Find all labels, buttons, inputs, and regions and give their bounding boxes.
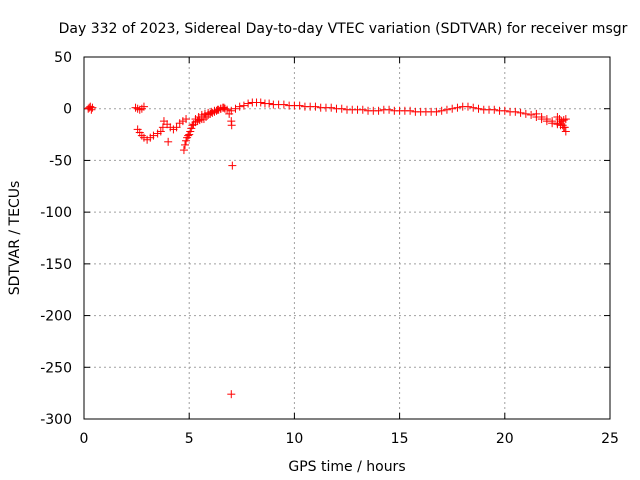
data-points (84, 98, 570, 399)
data-point (432, 107, 441, 116)
data-point (542, 115, 551, 124)
data-point (172, 123, 181, 132)
data-point (295, 101, 304, 110)
plot-frame (83, 56, 611, 420)
data-point (239, 101, 248, 110)
data-point (135, 105, 144, 114)
y-tick-label: 0 (63, 102, 72, 118)
data-point (199, 115, 208, 124)
data-point (311, 102, 320, 111)
data-point (437, 106, 446, 115)
data-point (164, 137, 173, 146)
x-tick-label: 5 (185, 431, 194, 447)
data-point (337, 104, 346, 113)
data-point (180, 140, 189, 149)
data-point (561, 115, 570, 124)
data-point (231, 104, 240, 113)
data-point (406, 106, 415, 115)
x-tick-label: 25 (601, 431, 619, 447)
y-tick-label: -50 (49, 153, 72, 169)
data-point (235, 102, 244, 111)
axis-ticks: 0 5 10 15 20 25 50 0 -50 -100 -150 -200 -250 -300 (40, 50, 619, 447)
data-point (265, 99, 274, 108)
data-point (182, 115, 191, 124)
data-point (374, 106, 383, 115)
data-point (156, 127, 165, 136)
data-point (553, 112, 562, 121)
data-point (227, 121, 236, 130)
data-point (537, 112, 546, 121)
x-axis-label: GPS time / hours (288, 459, 405, 475)
data-point (327, 103, 336, 112)
data-point (158, 123, 167, 132)
data-point (527, 110, 536, 119)
data-point (474, 104, 483, 113)
data-point (184, 131, 193, 140)
data-point (131, 103, 140, 112)
data-point (358, 105, 367, 114)
data-point (511, 107, 520, 116)
data-point (193, 117, 202, 126)
chart-title: Day 332 of 2023, Sidereal Day-to-day VTE… (59, 21, 628, 37)
data-point (521, 109, 530, 118)
data-point (256, 98, 265, 107)
y-tick-label: -200 (40, 309, 72, 325)
data-point (149, 131, 158, 140)
data-point (385, 105, 394, 114)
data-point (561, 127, 570, 136)
data-point (559, 123, 568, 132)
data-point (559, 116, 568, 125)
data-point (500, 106, 509, 115)
data-point (219, 103, 228, 112)
data-point (227, 106, 236, 115)
y-tick-label: -300 (40, 412, 72, 428)
data-point (442, 105, 451, 114)
y-tick-label: 50 (54, 50, 72, 66)
y-axis-label: SDTVAR / TECUs (7, 181, 23, 296)
grid (84, 57, 610, 419)
data-point (548, 117, 557, 126)
data-point (516, 108, 525, 117)
data-point (463, 102, 472, 111)
x-tick-label: 15 (391, 431, 409, 447)
data-point (532, 109, 541, 118)
data-point (88, 103, 97, 112)
x-tick-label: 20 (496, 431, 514, 447)
data-point (448, 104, 457, 113)
data-point (189, 120, 198, 129)
y-tick-label: -150 (40, 257, 72, 273)
data-point (137, 131, 146, 140)
y-tick-label: -250 (40, 360, 72, 376)
data-point (244, 99, 253, 108)
data-point (227, 390, 236, 399)
x-tick-label: 0 (80, 431, 89, 447)
data-point (87, 105, 96, 114)
data-point (453, 103, 462, 112)
y-tick-label: -100 (40, 205, 72, 221)
x-tick-label: 10 (285, 431, 303, 447)
data-point (228, 161, 237, 170)
data-point (139, 102, 148, 111)
data-point (490, 105, 499, 114)
data-point (279, 100, 288, 109)
data-point (557, 117, 566, 126)
data-point (179, 146, 188, 155)
data-point (469, 103, 478, 112)
data-point (137, 104, 146, 113)
